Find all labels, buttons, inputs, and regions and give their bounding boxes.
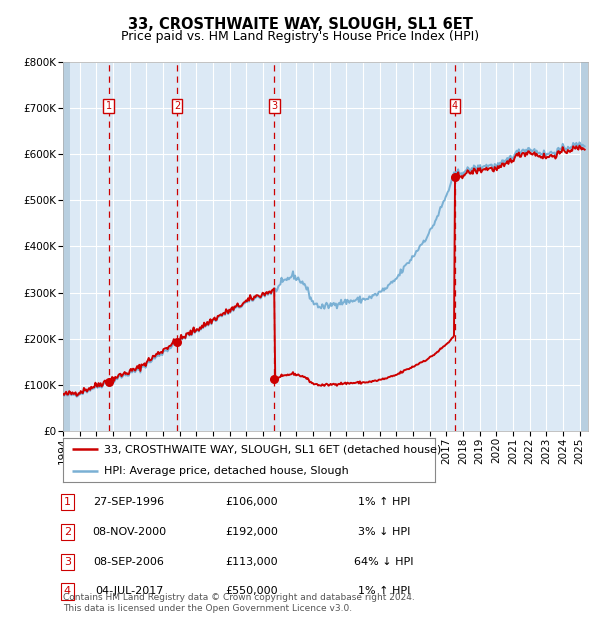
Bar xyxy=(581,62,588,431)
Text: 3: 3 xyxy=(64,557,71,567)
Text: 33, CROSTHWAITE WAY, SLOUGH, SL1 6ET: 33, CROSTHWAITE WAY, SLOUGH, SL1 6ET xyxy=(128,17,472,32)
Text: 33, CROSTHWAITE WAY, SLOUGH, SL1 6ET (detached house): 33, CROSTHWAITE WAY, SLOUGH, SL1 6ET (de… xyxy=(104,445,441,454)
Text: £106,000: £106,000 xyxy=(226,497,278,507)
Text: 1: 1 xyxy=(106,101,112,111)
Text: 1% ↑ HPI: 1% ↑ HPI xyxy=(358,497,410,507)
Text: 3% ↓ HPI: 3% ↓ HPI xyxy=(358,527,410,537)
Text: £113,000: £113,000 xyxy=(226,557,278,567)
Text: 2: 2 xyxy=(64,527,71,537)
Bar xyxy=(63,62,70,431)
Text: Contains HM Land Registry data © Crown copyright and database right 2024.
This d: Contains HM Land Registry data © Crown c… xyxy=(63,593,415,613)
Text: 04-JUL-2017: 04-JUL-2017 xyxy=(95,587,163,596)
Text: 3: 3 xyxy=(271,101,277,111)
Text: 08-SEP-2006: 08-SEP-2006 xyxy=(94,557,164,567)
Text: £550,000: £550,000 xyxy=(226,587,278,596)
Text: 4: 4 xyxy=(452,101,458,111)
Text: 2: 2 xyxy=(174,101,180,111)
Text: £192,000: £192,000 xyxy=(226,527,278,537)
Text: 1% ↑ HPI: 1% ↑ HPI xyxy=(358,587,410,596)
Text: 27-SEP-1996: 27-SEP-1996 xyxy=(94,497,164,507)
Text: Price paid vs. HM Land Registry's House Price Index (HPI): Price paid vs. HM Land Registry's House … xyxy=(121,30,479,43)
Text: 64% ↓ HPI: 64% ↓ HPI xyxy=(354,557,414,567)
Text: HPI: Average price, detached house, Slough: HPI: Average price, detached house, Slou… xyxy=(104,466,349,476)
Text: 1: 1 xyxy=(64,497,71,507)
Text: 08-NOV-2000: 08-NOV-2000 xyxy=(92,527,166,537)
Text: 4: 4 xyxy=(64,587,71,596)
